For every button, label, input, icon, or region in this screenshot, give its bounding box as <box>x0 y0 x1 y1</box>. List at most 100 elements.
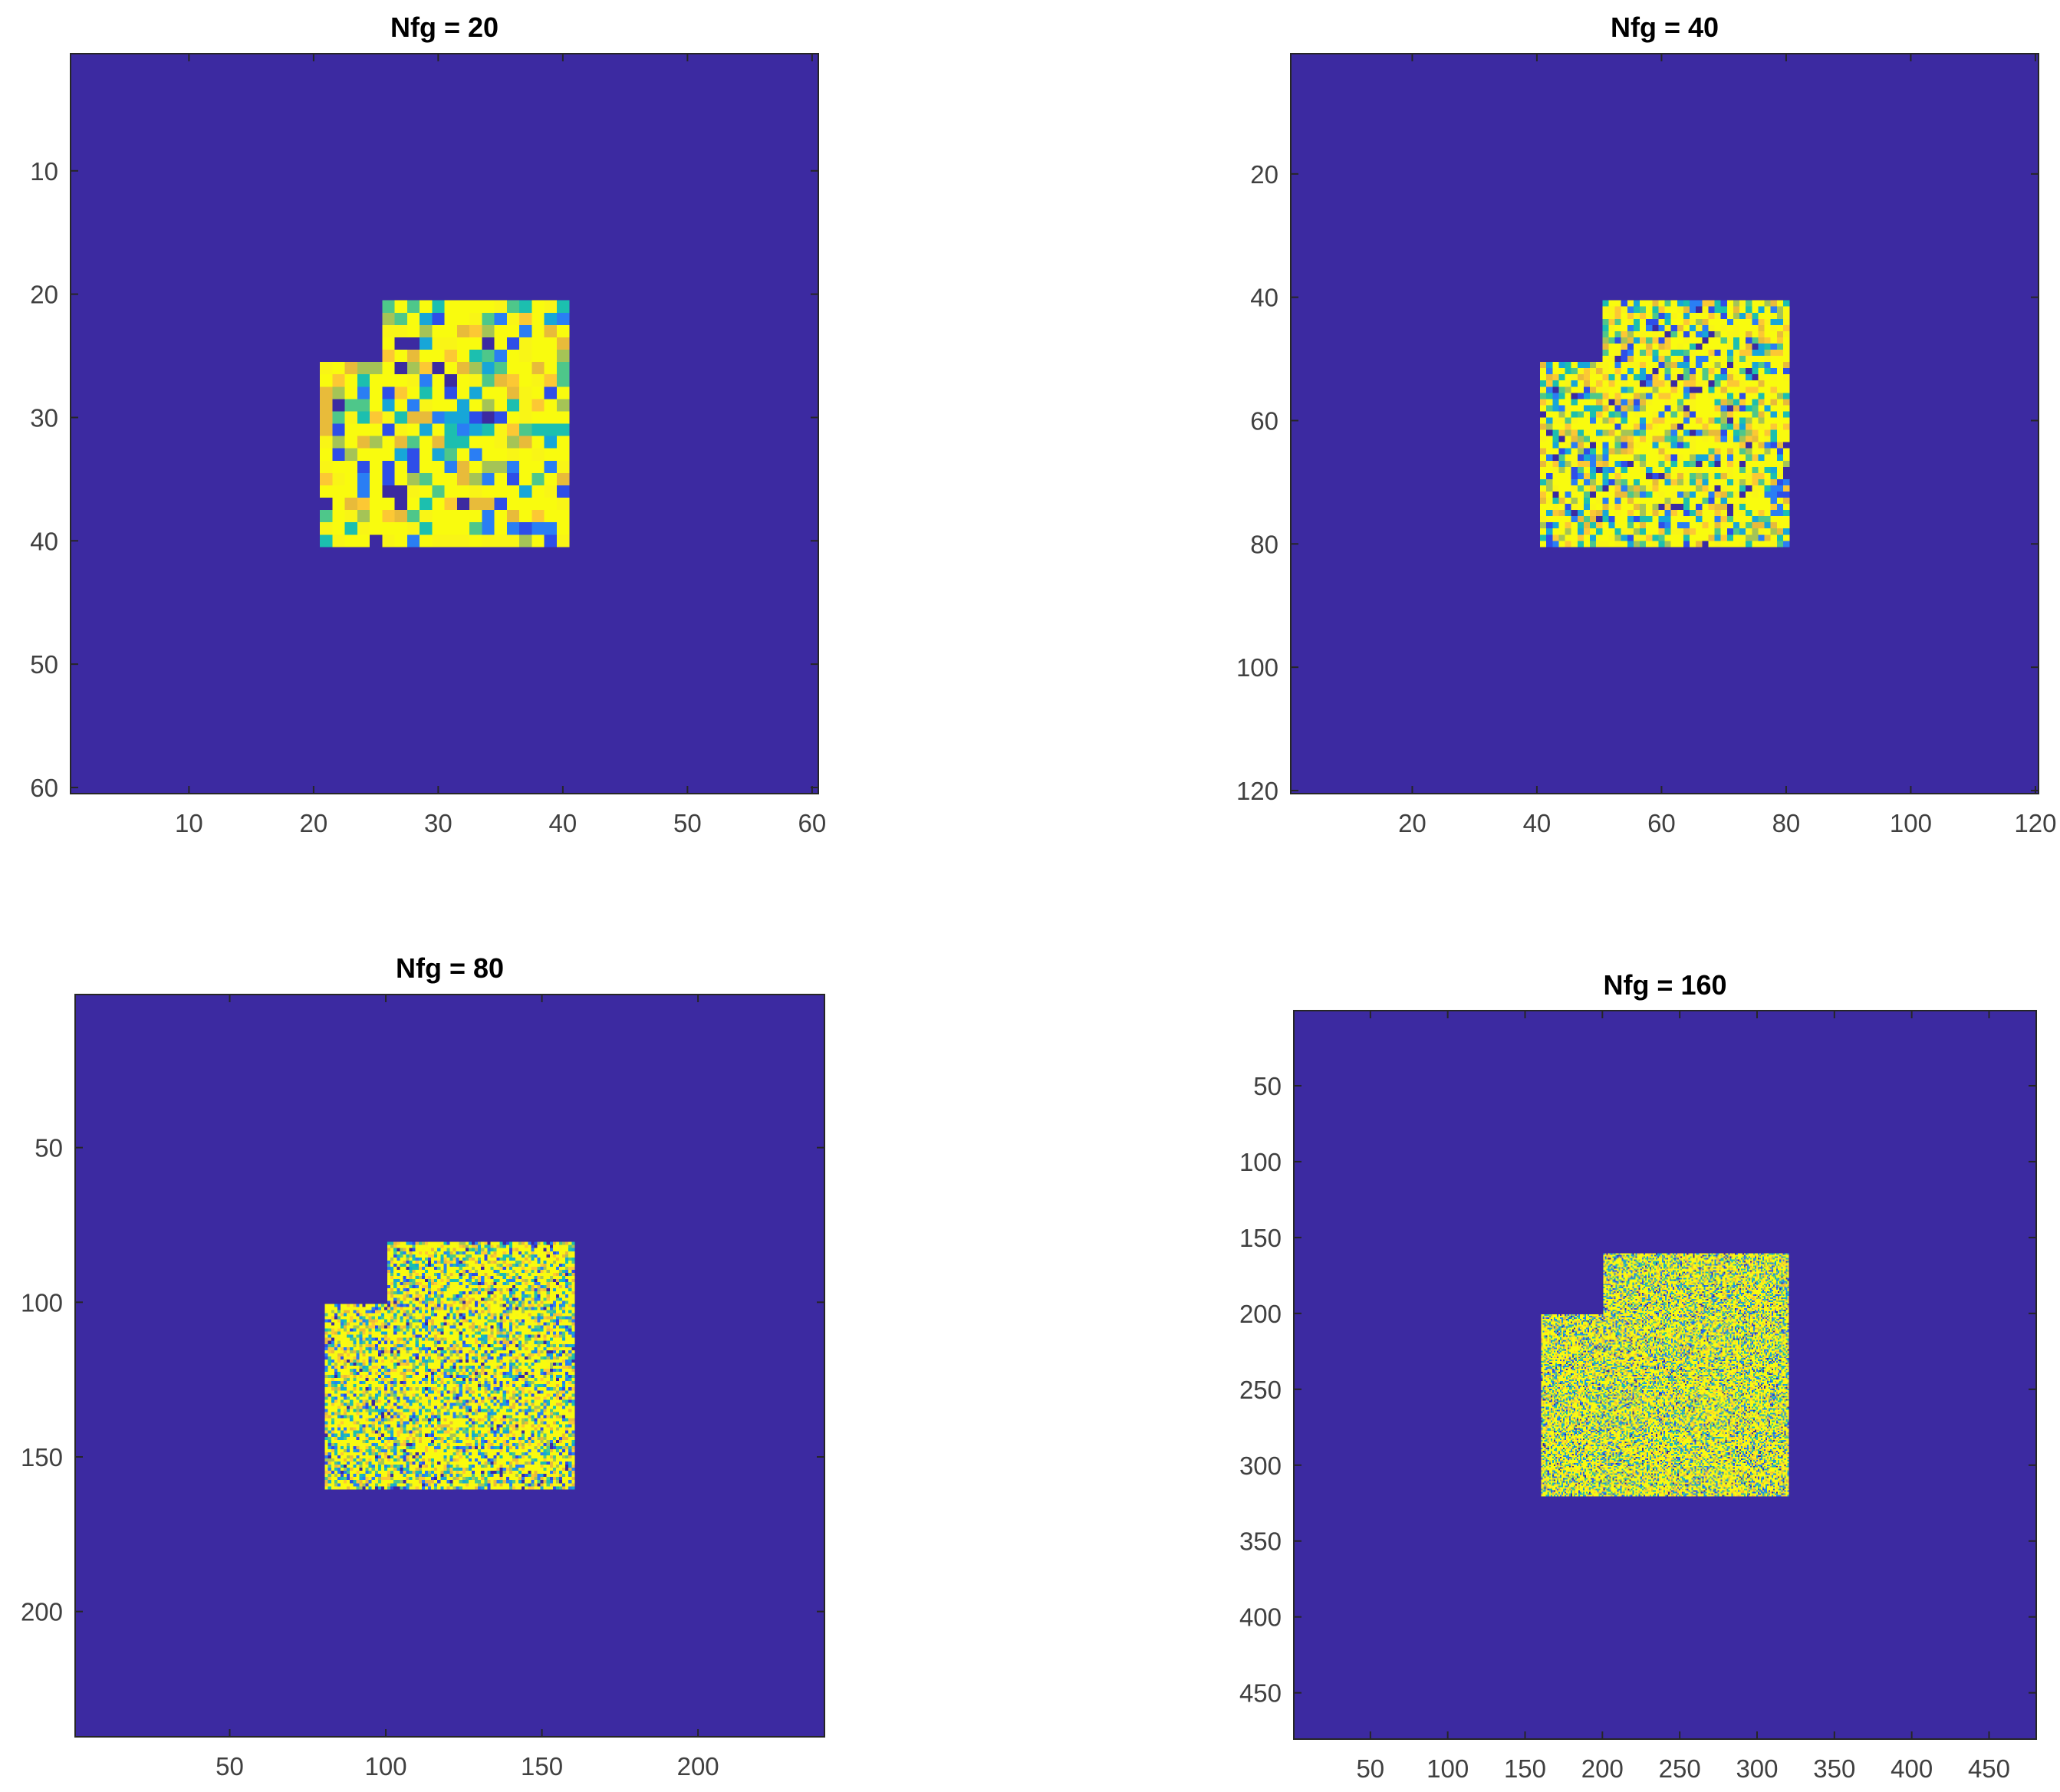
heatmap-cell <box>482 374 495 386</box>
heatmap-cell <box>446 1258 449 1261</box>
heatmap-cell <box>547 1294 550 1297</box>
heatmap-cell <box>407 313 420 325</box>
heatmap-cell <box>547 1285 550 1288</box>
heatmap-cell <box>456 1258 459 1261</box>
heatmap-cell <box>559 1264 562 1267</box>
heatmap-cell <box>568 1323 571 1326</box>
heatmap-cell <box>445 498 458 510</box>
heatmap-cell <box>557 313 570 325</box>
heatmap-cell <box>469 1279 472 1282</box>
heatmap-cell <box>453 1316 456 1319</box>
heatmap-cell <box>1621 467 1628 473</box>
heatmap-cell <box>534 1261 537 1264</box>
heatmap-cell <box>475 1279 478 1282</box>
heatmap-cell <box>334 1366 337 1369</box>
heatmap-cell <box>410 1353 413 1356</box>
heatmap-cell <box>537 1261 540 1264</box>
heatmap-cell <box>1752 522 1759 528</box>
heatmap-cell <box>1571 449 1578 455</box>
heatmap-cell <box>1752 541 1759 547</box>
heatmap-cell <box>506 1335 509 1338</box>
heatmap-cell <box>550 1294 553 1297</box>
heatmap-cell <box>410 1251 413 1254</box>
heatmap-cell <box>1658 528 1665 534</box>
heatmap-cell <box>1677 313 1684 319</box>
heatmap-cell <box>1546 534 1553 541</box>
heatmap-cell <box>1671 442 1678 449</box>
heatmap-cell <box>565 1297 568 1300</box>
heatmap-cell <box>1758 528 1765 534</box>
heatmap-cell <box>466 1338 469 1341</box>
heatmap-cell <box>1652 424 1659 430</box>
heatmap-cell <box>1596 430 1603 436</box>
heatmap-cell <box>410 1307 413 1310</box>
heatmap-cell <box>1696 307 1703 313</box>
heatmap-cell <box>1602 399 1609 405</box>
heatmap-cell <box>337 1347 341 1350</box>
heatmap-cell <box>562 1245 565 1248</box>
heatmap-cell <box>487 1360 490 1363</box>
heatmap-cell <box>515 1267 518 1270</box>
heatmap-cell <box>431 1304 434 1307</box>
heatmap-cell <box>1683 386 1690 393</box>
heatmap-cell <box>357 449 370 461</box>
heatmap-cell <box>503 1326 506 1329</box>
heatmap-cell <box>1677 492 1684 498</box>
heatmap-cell <box>456 1279 459 1282</box>
heatmap-cell <box>1715 386 1722 393</box>
heatmap-cell <box>382 386 395 399</box>
heatmap-cell <box>381 1347 384 1350</box>
heatmap-cell <box>1646 350 1653 356</box>
heatmap-cell <box>478 1270 481 1273</box>
heatmap-cell <box>1590 380 1597 386</box>
heatmap-cell <box>1696 455 1703 461</box>
heatmap-cell <box>1578 498 1584 504</box>
heatmap-cell <box>450 1264 453 1267</box>
heatmap-cell <box>534 1350 537 1353</box>
heatmap-cell <box>1739 350 1746 356</box>
heatmap-cell <box>397 1251 400 1254</box>
heatmap-cell <box>487 1366 490 1369</box>
heatmap-cell <box>400 1316 403 1319</box>
heatmap-cell <box>469 1251 472 1254</box>
heatmap-cell <box>1733 442 1740 449</box>
heatmap-cell <box>462 1363 466 1366</box>
heatmap-cell <box>432 461 445 473</box>
heatmap-cell <box>500 1372 503 1375</box>
heatmap-cell <box>347 1372 350 1375</box>
heatmap-cell <box>495 473 508 485</box>
heatmap-cell <box>512 1323 515 1326</box>
heatmap-cell <box>1658 319 1665 325</box>
heatmap-cell <box>553 1282 556 1285</box>
heatmap-cell <box>559 1258 562 1261</box>
heatmap-cell <box>1739 430 1746 436</box>
heatmap-cell <box>525 1307 528 1310</box>
heatmap-cell <box>453 1248 456 1251</box>
heatmap-cell <box>1783 344 1790 350</box>
heatmap-cell <box>1702 485 1709 492</box>
heatmap-cell <box>387 1270 390 1273</box>
heatmap-cell <box>478 1323 481 1326</box>
heatmap-cell <box>515 1347 518 1350</box>
heatmap-cell <box>556 1291 559 1294</box>
heatmap-cell <box>1671 424 1678 430</box>
heatmap-cell <box>353 1310 356 1313</box>
heatmap-cell <box>353 1344 356 1347</box>
heatmap-cell <box>515 1316 518 1319</box>
heatmap-cell <box>457 498 470 510</box>
heatmap-cell <box>1608 344 1615 350</box>
heatmap-cell <box>1565 411 1572 417</box>
heatmap-cell <box>450 1356 453 1360</box>
heatmap-cell <box>562 1335 565 1338</box>
heatmap-cell <box>537 1347 540 1350</box>
heatmap-cell <box>1783 313 1790 319</box>
heatmap-cell <box>1746 380 1752 386</box>
heatmap-cell <box>475 1313 478 1316</box>
heatmap-cell <box>550 1282 553 1285</box>
heatmap-cell <box>531 1248 534 1251</box>
heatmap-cell <box>341 1363 344 1366</box>
heatmap-cell <box>1708 424 1715 430</box>
heatmap-cell <box>497 1344 500 1347</box>
heatmap-cell <box>1578 405 1584 411</box>
heatmap-cell <box>544 1347 547 1350</box>
